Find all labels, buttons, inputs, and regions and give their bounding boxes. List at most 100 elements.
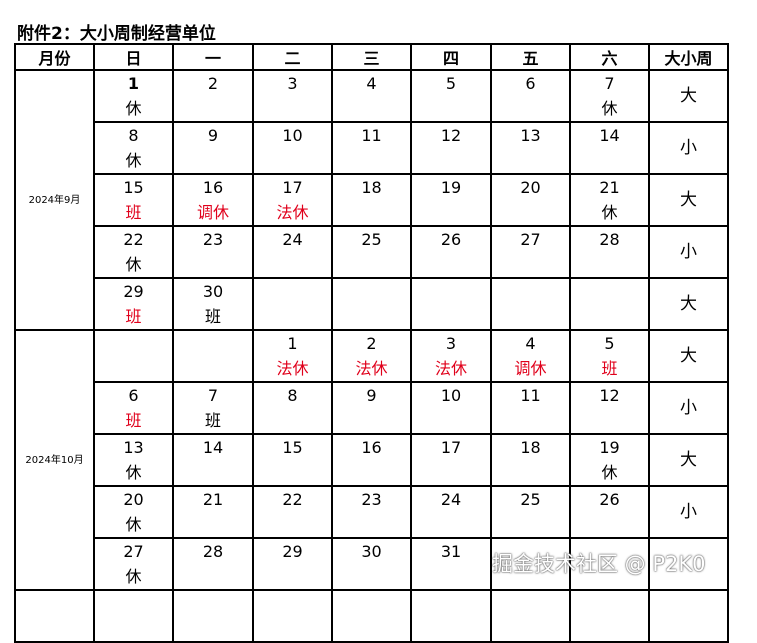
week-row: 13 休 14 15 16 17 18 19 休 大	[15, 433, 729, 487]
day-note: 法休	[434, 359, 467, 378]
day-number: 9	[366, 386, 377, 405]
day-note: 法休	[355, 359, 388, 378]
day-cell: 23	[172, 225, 254, 279]
week-row: 27 休 28 29 30 31	[15, 537, 729, 591]
day-note: 班	[601, 359, 618, 378]
day-cell: 6	[490, 69, 571, 123]
week-size	[648, 537, 729, 591]
day-note: 班	[125, 307, 142, 326]
day-note: 休	[125, 151, 142, 170]
column-header: 一	[172, 43, 254, 71]
day-number: 23	[361, 490, 382, 509]
day-note: 班	[204, 411, 221, 430]
day-number: 20	[123, 490, 144, 509]
column-header: 四	[410, 43, 492, 71]
day-note: 休	[125, 463, 142, 482]
week-row: 6 班 7 班 8 9 10 11 12 小	[15, 381, 729, 435]
day-note: 调休	[514, 359, 547, 378]
day-number: 18	[361, 178, 382, 197]
day-cell: 15	[252, 433, 333, 487]
day-number: 15	[282, 438, 303, 457]
day-cell	[490, 537, 571, 591]
day-number: 11	[520, 386, 541, 405]
day-cell: 19	[410, 173, 492, 227]
day-number: 24	[282, 230, 303, 249]
day-number: 25	[520, 490, 541, 509]
day-number: 17	[440, 438, 462, 457]
page-title: 附件2：大小周制经营单位	[17, 24, 216, 44]
day-cell: 4	[331, 69, 412, 123]
week-size: 大	[648, 277, 729, 331]
day-cell: 8	[252, 381, 333, 435]
day-cell: 18	[490, 433, 571, 487]
day-cell: 18	[331, 173, 412, 227]
day-number: 29	[123, 282, 144, 301]
day-number: 19	[599, 438, 620, 457]
day-cell: 31	[410, 537, 492, 591]
day-number: 30	[202, 282, 224, 301]
day-number: 30	[361, 542, 382, 561]
empty-cell	[172, 589, 254, 643]
empty-cell	[14, 589, 95, 643]
day-number: 23	[202, 230, 224, 249]
day-number: 6	[525, 74, 536, 93]
day-cell	[331, 277, 412, 331]
day-number: 26	[440, 230, 462, 249]
day-note: 班	[204, 307, 221, 326]
day-cell: 28	[172, 537, 254, 591]
day-note: 法休	[276, 203, 309, 222]
week-size: 大	[648, 173, 729, 227]
day-number: 13	[520, 126, 541, 145]
day-cell: 3 法休	[410, 329, 492, 383]
week-row: 20 休 21 22 23 24 25 26 小	[15, 485, 729, 539]
day-number: 31	[440, 542, 462, 561]
column-header: 六	[569, 43, 650, 71]
day-cell: 23	[331, 485, 412, 539]
day-cell: 30 班	[172, 277, 254, 331]
column-header: 日	[93, 43, 174, 71]
day-number: 17	[282, 178, 303, 197]
day-cell: 20 休	[93, 485, 174, 539]
day-note: 休	[601, 203, 618, 222]
day-cell: 27 休	[93, 537, 174, 591]
week-size: 小	[648, 485, 729, 539]
day-cell: 22	[252, 485, 333, 539]
day-number: 16	[361, 438, 382, 457]
day-cell: 26	[569, 485, 650, 539]
empty-cell	[93, 589, 174, 643]
day-note: 班	[125, 411, 142, 430]
day-number: 20	[520, 178, 541, 197]
day-cell: 28	[569, 225, 650, 279]
day-number: 2	[207, 74, 219, 93]
day-number: 29	[282, 542, 303, 561]
empty-cell	[569, 589, 650, 643]
day-cell: 14	[569, 121, 650, 175]
day-number: 1	[287, 334, 298, 353]
week-row: 2024年9月 1 休 2 3 4 5 6 7 休大	[14, 69, 729, 331]
day-number: 22	[123, 230, 144, 249]
day-number: 12	[599, 386, 620, 405]
day-number: 14	[202, 438, 224, 457]
day-cell: 1 法休	[252, 329, 333, 383]
week-size: 大	[648, 433, 729, 487]
day-cell: 25	[331, 225, 412, 279]
day-cell	[569, 277, 650, 331]
day-note: 休	[125, 515, 142, 534]
day-cell: 21 休	[569, 173, 650, 227]
day-cell: 14	[172, 433, 254, 487]
day-number: 27	[123, 542, 144, 561]
empty-cell	[490, 589, 571, 643]
empty-cell	[410, 589, 492, 643]
day-number: 10	[440, 386, 462, 405]
day-cell	[172, 329, 254, 383]
day-note: 调休	[196, 203, 229, 222]
column-header: 大小周	[648, 43, 729, 71]
week-row: 22 休 23 24 25 26 27 28 小	[15, 225, 729, 279]
month-label: 2024年10月	[14, 329, 95, 591]
day-number: 2	[366, 334, 377, 353]
day-number: 10	[282, 126, 303, 145]
